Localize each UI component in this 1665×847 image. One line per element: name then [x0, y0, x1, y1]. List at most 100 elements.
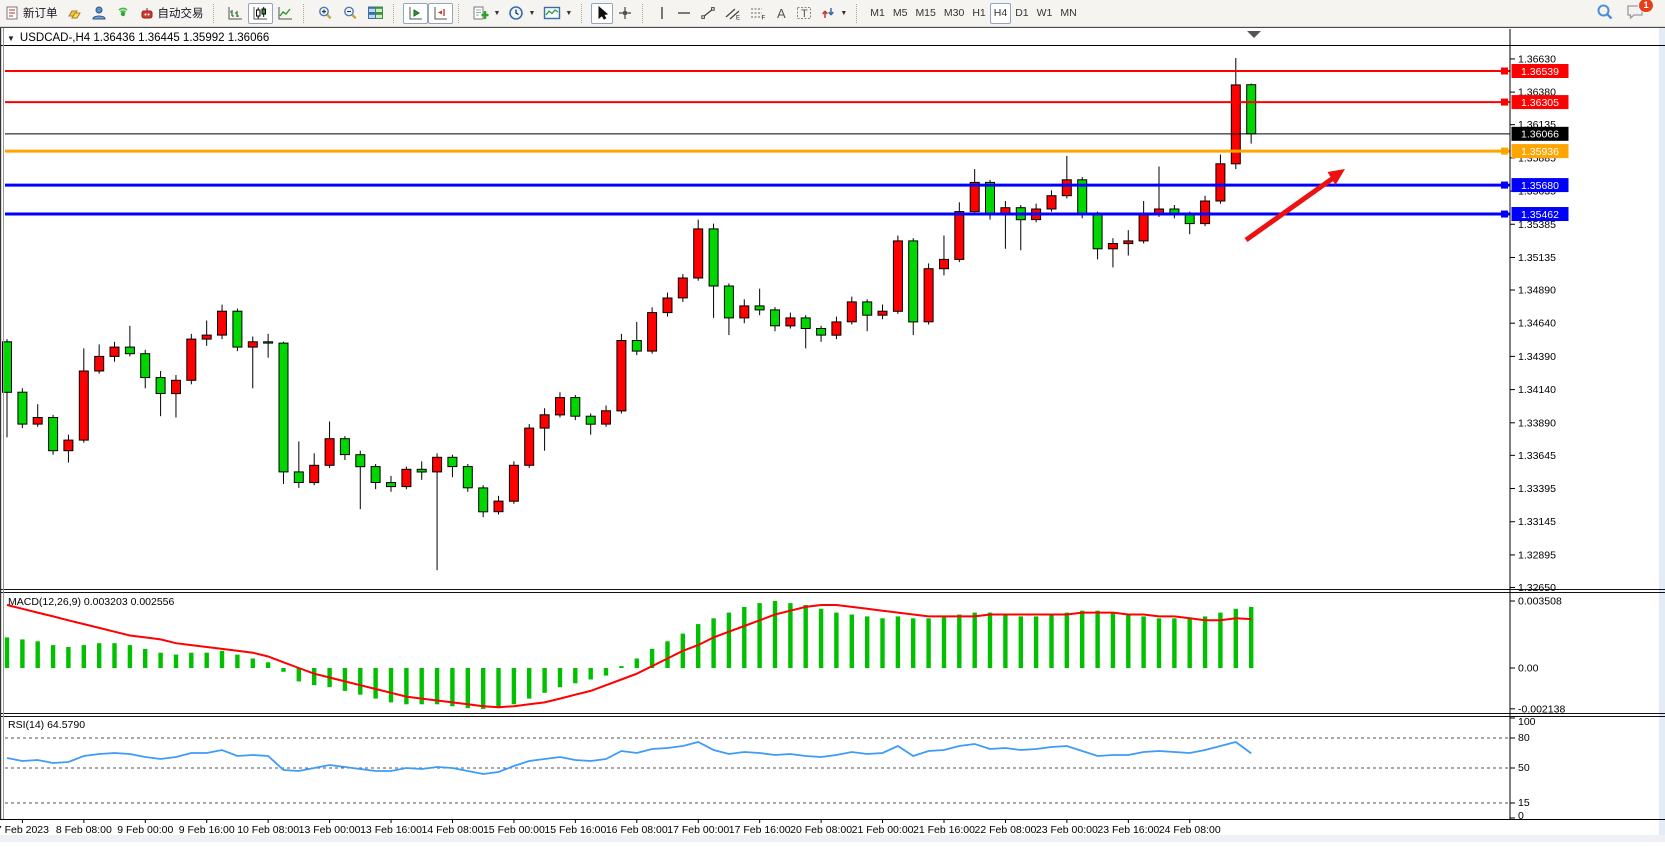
timeframe-mn[interactable]: MN	[1056, 3, 1080, 24]
candle-body	[217, 310, 227, 336]
time-axis-label: 10 Feb 08:00	[237, 824, 299, 836]
timeframe-h1-label: H1	[972, 7, 986, 19]
price-level-marker[interactable]	[1501, 181, 1508, 189]
indicators-button[interactable]: ▼	[468, 3, 505, 24]
auto-trading-button[interactable]: 自动交易	[135, 3, 208, 24]
macd-histogram-bar	[772, 601, 778, 668]
price-level-marker[interactable]	[1501, 98, 1508, 106]
search-icon[interactable]	[1596, 3, 1614, 26]
tile-windows-button[interactable]	[363, 3, 388, 24]
price-badge-1.35680	[1511, 178, 1569, 193]
trendline-icon	[700, 5, 716, 21]
zoom-in-button[interactable]	[313, 3, 338, 24]
candle-body	[324, 438, 335, 466]
chevron-down-icon[interactable]: ▼	[840, 9, 848, 17]
price-level-marker[interactable]	[1501, 67, 1508, 75]
timeframe-h4[interactable]: H4	[989, 2, 1012, 24]
chart-background[interactable]	[0, 28, 1665, 842]
candle-body	[1061, 179, 1072, 197]
macd-histogram-bar	[35, 641, 40, 668]
timeframe-d1[interactable]: D1	[1011, 3, 1032, 24]
timeframe-m30[interactable]: M30	[940, 3, 968, 24]
chevron-down-icon[interactable]: ▼	[565, 9, 573, 17]
candle-body	[785, 317, 796, 327]
community-button[interactable]	[87, 3, 111, 24]
price-axis-tick-label: 1.35135	[1518, 252, 1556, 264]
macd-histogram-bar	[957, 614, 962, 668]
chevron-down-icon[interactable]: ▼	[528, 9, 536, 17]
chart-shift-marker[interactable]	[1247, 31, 1261, 38]
signals-button[interactable]	[111, 3, 135, 24]
candle-body	[800, 317, 811, 329]
time-axis-label: 15 Feb 00:00	[483, 824, 545, 836]
candle-body	[908, 240, 919, 323]
macd-histogram-bar	[803, 605, 808, 668]
templates-button[interactable]: ▼	[539, 3, 576, 24]
vertical-line-button[interactable]	[652, 3, 672, 24]
candle-body	[155, 377, 166, 395]
notifications-button[interactable]: 1	[1626, 0, 1654, 26]
trend-arrow-line[interactable]	[1244, 173, 1338, 243]
price-axis-tick-label: 1.33645	[1518, 450, 1556, 462]
candle-body	[708, 228, 719, 287]
macd-indicator-label: MACD(12,26,9) 0.003203 0.002556	[8, 596, 175, 608]
candle-body	[63, 439, 74, 452]
cursor-button[interactable]	[591, 2, 614, 24]
crosshair-button[interactable]	[613, 3, 637, 24]
chevron-down-icon[interactable]: ▼	[493, 9, 501, 17]
price-axis-tick-label: 1.34640	[1518, 318, 1556, 330]
autotrade-icon	[139, 5, 155, 21]
macd-histogram-bar	[665, 641, 670, 668]
macd-histogram-bar	[987, 612, 993, 668]
arrows-button[interactable]: ▼	[816, 3, 851, 24]
market-button[interactable]	[62, 3, 87, 24]
line-chart-button[interactable]	[273, 3, 298, 24]
chart-canvas[interactable]: 1.366301.363801.361351.358851.356351.353…	[0, 28, 1665, 842]
candle-body	[631, 340, 642, 352]
text-label-button[interactable]: T	[792, 3, 816, 24]
candle-body	[985, 181, 995, 215]
fibonacci-button[interactable]: F	[745, 3, 770, 24]
periods-button[interactable]: ▼	[504, 3, 539, 24]
timeframe-m5[interactable]: M5	[889, 3, 912, 24]
macd-histogram-bar	[941, 616, 947, 668]
candle-body	[339, 438, 350, 456]
candle-body	[2, 341, 12, 393]
candle-body	[309, 464, 320, 484]
auto-scroll-button[interactable]	[402, 2, 428, 24]
new-order-button-label: 新订单	[23, 8, 58, 20]
macd-histogram-bar	[972, 612, 977, 668]
macd-histogram-bar	[603, 668, 609, 676]
timeframe-h1[interactable]: H1	[968, 3, 989, 24]
candle-body	[493, 500, 504, 513]
macd-histogram-bar	[1110, 612, 1116, 668]
window-left-edge	[0, 28, 2, 819]
candle-body	[555, 397, 565, 416]
timeframe-m1[interactable]: M1	[866, 3, 889, 24]
hline-icon	[676, 5, 692, 21]
crosshair-icon	[617, 5, 633, 21]
equidistant-channel-button[interactable]: E	[720, 3, 745, 24]
macd-histogram-bar	[726, 612, 732, 668]
price-axis-tick-label: 1.35385	[1518, 219, 1556, 231]
trend-arrow-head[interactable]	[1327, 169, 1346, 185]
price-level-marker[interactable]	[1501, 147, 1508, 155]
new-order-button[interactable]: 新订单	[2, 3, 62, 24]
trendline-button[interactable]	[696, 3, 720, 24]
arrows-icon	[820, 5, 836, 21]
svg-text:F: F	[762, 16, 766, 22]
bar-chart-button[interactable]	[223, 3, 248, 24]
macd-histogram-bar	[818, 608, 824, 668]
timeframe-w1[interactable]: W1	[1033, 3, 1057, 24]
price-level-marker[interactable]	[1501, 210, 1508, 218]
chart-shift-button[interactable]	[427, 2, 453, 24]
zoom-out-button[interactable]	[338, 3, 363, 24]
collapse-chart-icon[interactable]: ▼	[7, 33, 15, 43]
text-button[interactable]: A	[770, 3, 792, 24]
macd-histogram-bar	[1202, 616, 1208, 668]
candle-chart-button[interactable]	[247, 2, 273, 24]
timeframe-m15[interactable]: M15	[911, 3, 939, 24]
macd-histogram-bar	[189, 652, 194, 668]
candle-body	[17, 391, 28, 425]
horizontal-line-button[interactable]	[672, 3, 696, 24]
